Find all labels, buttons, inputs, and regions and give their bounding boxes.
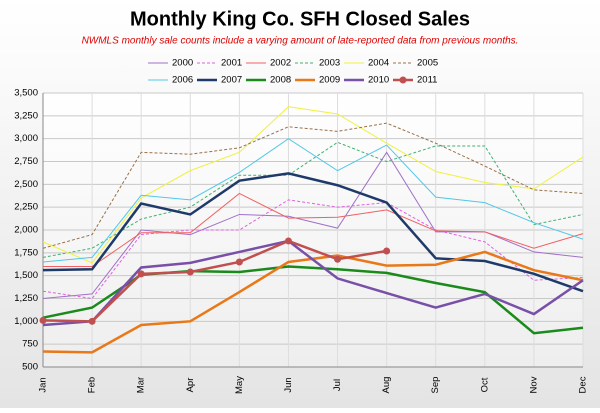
- series-line: [42, 172, 584, 293]
- y-tick-label: 2,250: [14, 202, 38, 213]
- chart-subtitle: NWMLS monthly sale counts include a vary…: [82, 36, 519, 47]
- y-tick-label: 2,750: [14, 156, 38, 167]
- chart-title: Monthly King Co. SFH Closed Sales: [130, 8, 470, 30]
- legend-marker: [399, 76, 407, 84]
- y-tick-label: 500: [22, 362, 38, 373]
- legend-label: 2008: [270, 75, 291, 86]
- series-line: [42, 151, 584, 299]
- series-line: [42, 199, 584, 300]
- point-marker: [186, 268, 194, 276]
- x-tick-label: Feb: [87, 377, 98, 393]
- point-marker: [235, 258, 243, 266]
- legend-label: 2011: [417, 75, 437, 86]
- y-tick-label: 750: [22, 339, 38, 350]
- series-line: [42, 138, 584, 263]
- series-line: [42, 141, 584, 258]
- legend-label: 2005: [417, 58, 438, 69]
- x-tick-label: May: [234, 376, 245, 394]
- x-tick-label: Apr: [185, 378, 196, 393]
- legend-label: 2006: [172, 75, 193, 86]
- y-tick-label: 1,250: [14, 293, 38, 304]
- legend-label: 2007: [221, 75, 242, 86]
- x-tick-label: Mar: [136, 377, 147, 393]
- y-tick-label: 3,500: [14, 88, 38, 99]
- series-line: [42, 106, 584, 264]
- point-marker: [137, 270, 145, 278]
- x-tick-label: Jul: [332, 379, 343, 391]
- y-tick-label: 1,500: [14, 270, 38, 281]
- y-tick-label: 3,000: [14, 133, 38, 144]
- legend-label: 2009: [319, 75, 340, 86]
- x-tick-label: Aug: [381, 377, 392, 394]
- y-tick-label: 1,000: [14, 316, 38, 327]
- y-tick-label: 3,250: [14, 110, 38, 121]
- legend-label: 2004: [368, 58, 389, 69]
- point-marker: [39, 316, 47, 324]
- x-tick-label: Nov: [528, 376, 539, 393]
- point-marker: [284, 237, 292, 245]
- legend-label: 2000: [172, 58, 193, 69]
- y-tick-label: 2,500: [14, 179, 38, 190]
- legend-label: 2002: [270, 58, 291, 69]
- x-tick-label: Sep: [430, 377, 441, 394]
- series-line: [42, 239, 584, 327]
- y-tick-label: 2,000: [14, 225, 38, 236]
- point-marker: [383, 247, 391, 255]
- x-tick-label: Jun: [283, 377, 294, 392]
- x-tick-label: Jan: [38, 377, 49, 392]
- x-tick-label: Oct: [479, 377, 490, 392]
- y-tick-label: 1,750: [14, 247, 38, 258]
- x-tick-label: Dec: [578, 376, 589, 393]
- legend-label: 2001: [221, 58, 242, 69]
- legend-label: 2010: [368, 75, 389, 86]
- point-marker: [334, 255, 342, 263]
- series-line: [42, 239, 387, 323]
- point-marker: [88, 317, 96, 325]
- series-line: [43, 192, 584, 268]
- series-line: [42, 122, 584, 249]
- legend-label: 2003: [319, 58, 340, 69]
